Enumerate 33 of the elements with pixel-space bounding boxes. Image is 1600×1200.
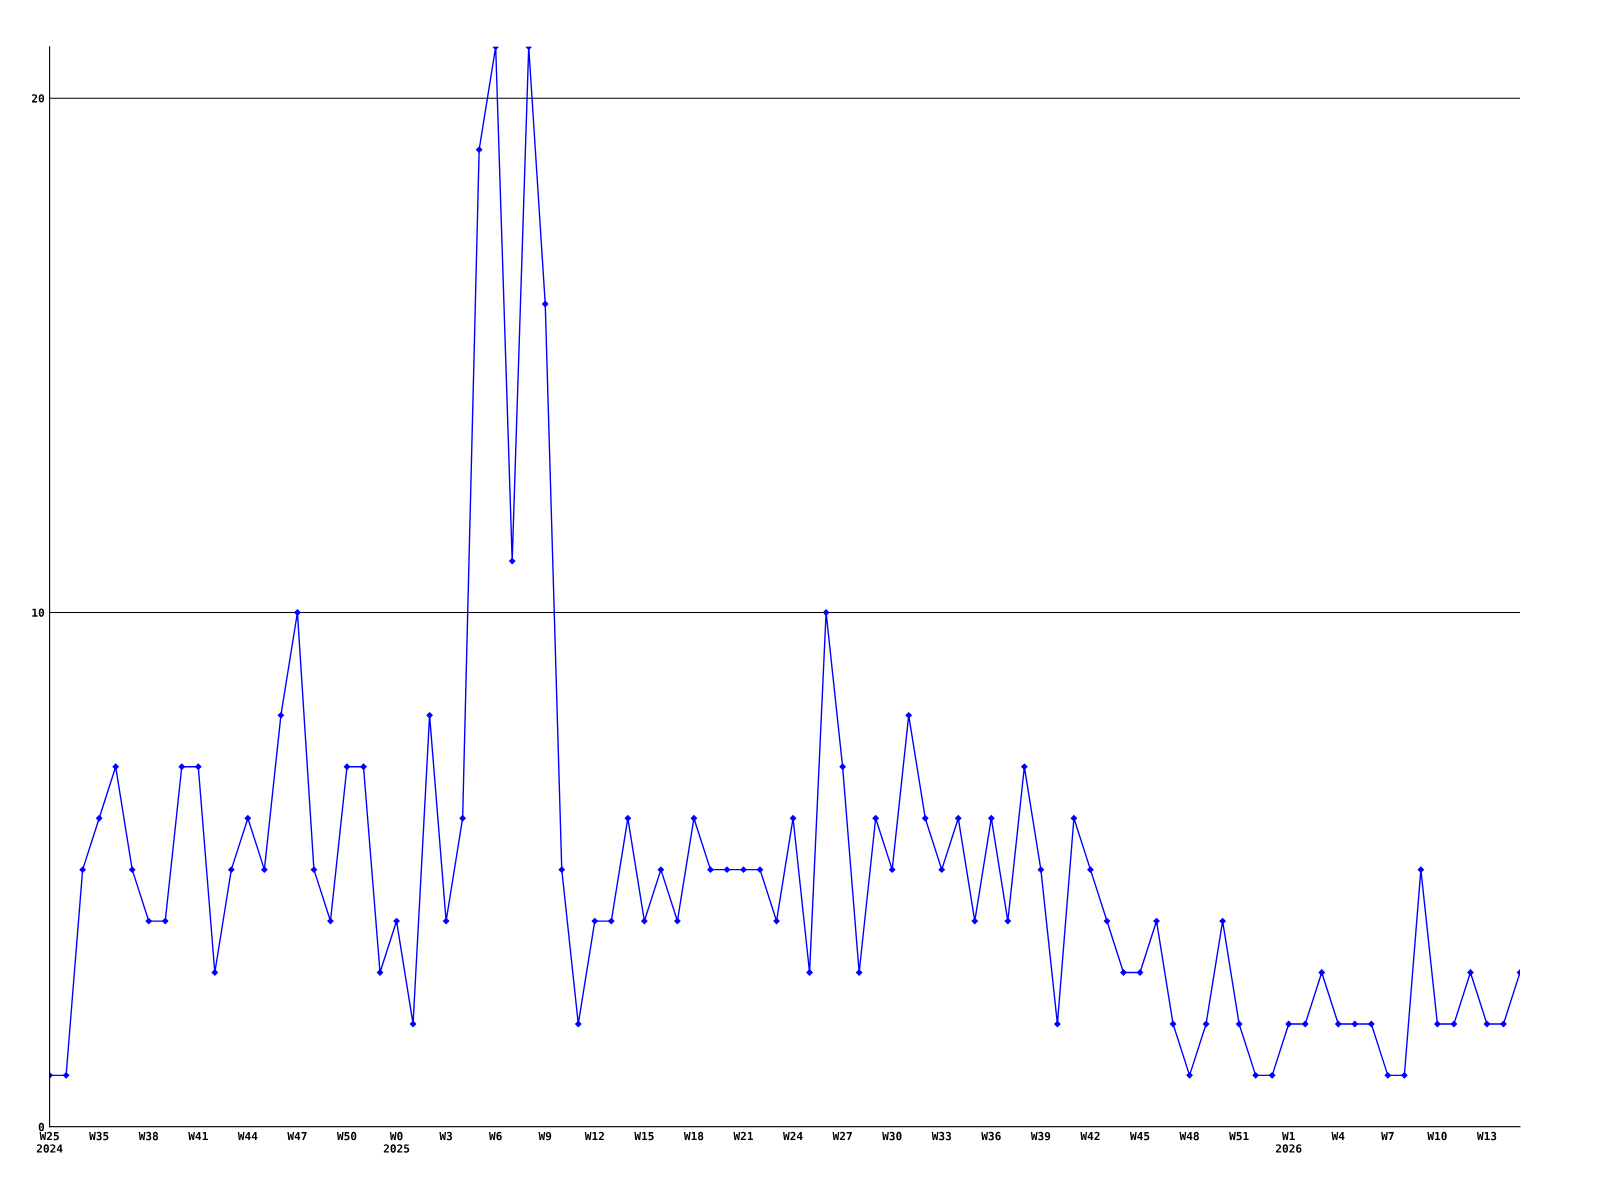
x-tick-label: W10 (1427, 1131, 1447, 1141)
x-tick-label: W6 (488, 1131, 502, 1141)
x-tick-label: W38 (138, 1131, 159, 1141)
x-tick-label: W41 (188, 1132, 208, 1141)
y-tick-label: 20 (31, 94, 45, 103)
x-tick-label: W48 (1179, 1131, 1199, 1141)
x-tick-label: W44 (237, 1132, 258, 1141)
x-tick-label: W51 (1229, 1132, 1249, 1141)
x-tick-label: W35 (89, 1131, 109, 1141)
x-tick-label: W18 (683, 1131, 704, 1141)
x-tick-label: W42 (1080, 1131, 1100, 1141)
x-tick-label: W21 (733, 1131, 753, 1141)
y-tick-label: 10 (32, 608, 45, 617)
x-tick-label: W9 (538, 1131, 552, 1141)
x-tick-label: W27 (832, 1131, 852, 1141)
x-tick-label: W12 (584, 1131, 604, 1141)
x-tick-label: W36 (981, 1131, 1001, 1141)
x-tick-label: W33 (931, 1131, 952, 1141)
x-tick-label: W45 (1129, 1132, 1150, 1141)
x-tick-label: W15 (634, 1132, 654, 1141)
x-tick-label: W0 2025 (383, 1131, 410, 1153)
x-tick-label: W39 (1030, 1131, 1051, 1141)
x-tick-label: W13 (1476, 1131, 1497, 1141)
x-tick-label: W50 (336, 1131, 357, 1141)
x-tick-label: W1 2026 (1275, 1132, 1302, 1153)
x-tick-label: W3 (439, 1131, 453, 1141)
x-tick-label: W4 (1331, 1132, 1345, 1141)
x-tick-label: W25 2024 (36, 1131, 63, 1153)
x-tick-label: W47 (287, 1132, 307, 1141)
x-tick-label: W7 (1381, 1132, 1394, 1141)
x-tick-label: W24 (783, 1131, 803, 1141)
y-tick-label: 0 (38, 1122, 45, 1132)
x-tick-label: W30 (882, 1131, 902, 1141)
